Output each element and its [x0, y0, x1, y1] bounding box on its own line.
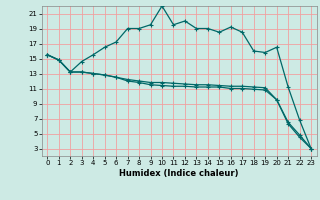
X-axis label: Humidex (Indice chaleur): Humidex (Indice chaleur) [119, 169, 239, 178]
